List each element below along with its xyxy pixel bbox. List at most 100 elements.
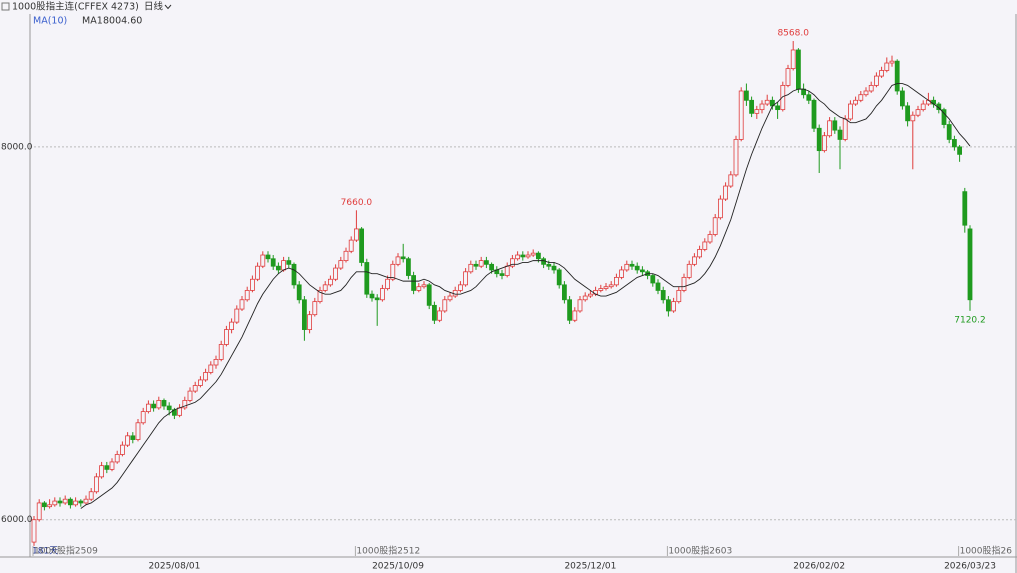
candle-body	[130, 435, 136, 440]
candle-body	[431, 304, 437, 321]
candle-body	[863, 90, 869, 96]
candle-body	[379, 288, 385, 301]
candle-body	[551, 265, 557, 271]
candle-body	[853, 99, 858, 105]
candle-body	[270, 258, 276, 267]
candle-body	[234, 308, 240, 323]
candle-body	[941, 109, 947, 125]
menu-icon[interactable]	[1, 2, 10, 11]
candle-body	[806, 94, 812, 101]
candle-body	[962, 191, 968, 226]
candle-body	[629, 263, 635, 267]
candle-body	[848, 103, 853, 120]
candle-body	[255, 265, 261, 280]
candle-body	[473, 263, 479, 267]
candle-body	[447, 295, 453, 301]
candle-body	[577, 299, 583, 312]
candle-body	[426, 284, 432, 306]
candle-body	[390, 263, 396, 280]
candle-body	[343, 250, 349, 262]
candle-body	[405, 258, 411, 276]
candle-body	[52, 500, 58, 506]
candle-body	[671, 301, 676, 312]
candle-body	[624, 263, 630, 271]
candle-body	[822, 135, 827, 152]
candle-body	[780, 84, 786, 111]
candle-body	[967, 228, 973, 301]
candle-body	[208, 364, 214, 373]
candle-body	[509, 258, 515, 267]
extreme-label: 7120.2	[954, 315, 986, 325]
candle-body	[764, 99, 770, 105]
candle-body	[437, 310, 443, 321]
x-tick-label: 2025/10/09	[372, 562, 424, 572]
extreme-label: 7660.0	[341, 198, 373, 208]
candle-body	[151, 403, 157, 409]
candle-body	[68, 498, 73, 506]
candle-body	[530, 252, 536, 256]
candle-body	[504, 265, 510, 276]
period-selector[interactable]: 日线	[144, 1, 164, 13]
candle-body	[728, 174, 734, 187]
x-tick-label: 2026/02/02	[793, 562, 845, 572]
candle-body	[78, 500, 84, 504]
candle-body	[463, 271, 469, 286]
contract-label: 1000股指26	[960, 545, 1013, 557]
candle-body	[265, 254, 271, 260]
candle-body	[588, 293, 593, 297]
candle-body	[104, 465, 110, 470]
candle-body	[374, 297, 380, 301]
candle-body	[718, 198, 723, 219]
candle-body	[416, 286, 422, 291]
candle-body	[421, 284, 427, 288]
candle-body	[468, 263, 474, 273]
candle-body	[952, 139, 957, 148]
dropdown-caret[interactable]	[164, 4, 172, 10]
candle-body	[874, 75, 879, 86]
candle-body	[338, 260, 344, 269]
candle-body	[697, 249, 702, 258]
candle-body	[187, 390, 193, 401]
candle-body	[546, 263, 552, 267]
candle-body	[879, 70, 884, 77]
candle-body	[223, 329, 229, 345]
candle-body	[135, 422, 141, 440]
candle-body	[145, 403, 151, 413]
candle-body	[260, 254, 266, 267]
candle-body	[562, 284, 567, 301]
candle-body	[598, 288, 604, 291]
candle-body	[692, 256, 697, 265]
candle-body	[915, 109, 921, 116]
candle-body	[650, 275, 656, 284]
candle-body	[99, 465, 104, 478]
candle-body	[536, 252, 541, 260]
candle-body	[603, 286, 609, 289]
candle-body	[120, 444, 125, 455]
ma-legend-value: 8004.60	[103, 16, 142, 27]
candle-body	[608, 284, 614, 288]
candle-body	[125, 435, 130, 446]
candle-body	[177, 407, 183, 416]
candle-body	[296, 284, 302, 301]
contract-label: 1000股指2512	[356, 545, 420, 557]
day-count: 181天	[32, 547, 58, 557]
y-tick-label: 6000.0	[1, 515, 33, 525]
candle-body	[759, 103, 765, 111]
contract-label: 1000股指2603	[668, 545, 732, 557]
candle-body	[889, 60, 895, 64]
y-tick-label: 8000.0	[1, 142, 33, 152]
candle-body	[478, 260, 484, 267]
candle-body	[301, 299, 307, 330]
candle-body	[312, 301, 318, 316]
x-tick-label: 2026/03/23	[944, 562, 996, 572]
candle-body	[317, 290, 323, 303]
candle-body	[140, 411, 146, 424]
candle-body	[640, 269, 645, 273]
candle-body	[832, 120, 838, 131]
candle-body	[244, 290, 250, 301]
candle-body	[754, 109, 760, 114]
candle-body	[723, 185, 728, 200]
indicator-name[interactable]: MA(10)	[33, 16, 67, 27]
candle-body	[114, 454, 120, 463]
